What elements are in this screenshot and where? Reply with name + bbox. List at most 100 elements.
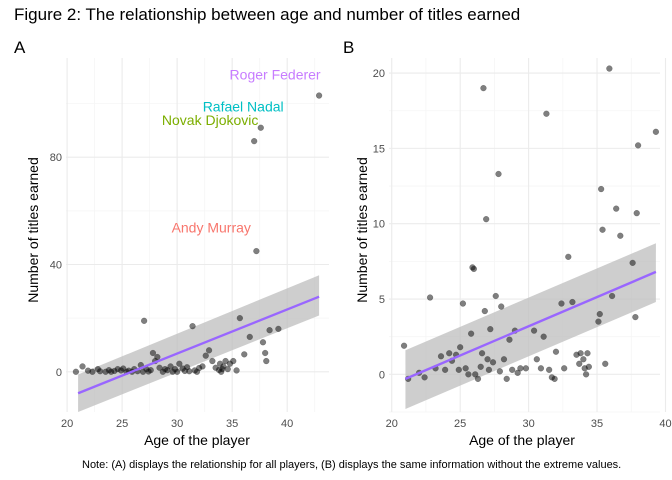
data-point	[246, 333, 253, 341]
data-point	[457, 344, 464, 351]
panel-a-points	[72, 92, 323, 375]
data-point	[597, 185, 605, 193]
y-tick-label: 15	[373, 143, 385, 155]
data-point	[400, 342, 408, 349]
player-label: Novak Djokovic	[162, 112, 258, 128]
data-point	[498, 303, 505, 310]
x-tick-label: 25	[116, 418, 128, 430]
data-point	[189, 323, 196, 330]
data-point	[241, 351, 248, 358]
data-point	[552, 348, 560, 355]
data-point	[506, 336, 513, 343]
y-tick-label: 80	[50, 152, 62, 164]
panel-b-fit-line	[404, 270, 657, 380]
data-point	[617, 232, 624, 239]
y-tick-label: 0	[379, 369, 385, 381]
figure-note: Note: (A) displays the relationship for …	[82, 459, 622, 471]
x-tick-label: 35	[226, 418, 238, 430]
data-point	[474, 375, 482, 383]
data-point	[202, 352, 209, 359]
data-point	[582, 371, 590, 378]
data-point	[496, 368, 504, 375]
data-point	[275, 325, 282, 333]
data-point	[629, 259, 636, 267]
data-point	[522, 365, 530, 372]
confidence-band	[78, 275, 320, 412]
data-point	[441, 366, 449, 373]
data-point	[147, 367, 154, 374]
player-label: Andy Murray	[172, 219, 251, 235]
data-point	[89, 368, 96, 375]
panel-a-tag: A	[14, 38, 26, 57]
data-point	[602, 360, 609, 367]
data-point	[530, 327, 538, 334]
panel-b-y-axis-title: Number of titles earned	[354, 157, 370, 303]
data-point	[537, 365, 545, 372]
data-point	[205, 347, 213, 354]
data-point	[585, 363, 592, 370]
x-tick-label: 20	[61, 418, 73, 430]
data-point	[253, 247, 260, 255]
data-point	[257, 124, 264, 131]
data-point	[209, 357, 216, 365]
data-point	[233, 367, 240, 374]
data-point	[487, 325, 494, 333]
y-tick-label: 40	[50, 260, 62, 272]
data-point	[634, 142, 642, 149]
data-point	[608, 292, 616, 300]
data-point	[263, 357, 270, 365]
data-point	[569, 298, 576, 306]
data-point	[561, 365, 568, 372]
y-tick-label: 0	[56, 367, 62, 379]
data-point	[173, 368, 181, 375]
data-point	[251, 137, 258, 145]
player-label: Roger Federer	[230, 66, 321, 82]
data-point	[467, 330, 475, 337]
y-tick-label: 5	[379, 294, 385, 306]
data-point	[149, 349, 157, 357]
data-point	[477, 363, 484, 370]
data-point	[580, 356, 587, 363]
x-tick-label: 40	[659, 418, 671, 430]
data-point	[509, 366, 516, 373]
data-point	[577, 350, 584, 357]
data-point	[480, 84, 487, 92]
data-point	[596, 310, 603, 318]
panel-b-tick-labels: 20 25 30 35 40 0 5 10 15 20	[373, 68, 672, 430]
data-point	[481, 307, 488, 315]
data-point	[421, 374, 428, 381]
data-point	[584, 350, 591, 357]
y-tick-label: 10	[373, 219, 385, 231]
data-point	[315, 92, 323, 99]
data-point	[154, 353, 161, 361]
data-point	[652, 128, 660, 135]
data-point	[503, 375, 510, 383]
data-point	[236, 314, 244, 322]
data-point	[470, 265, 478, 273]
data-point	[613, 205, 620, 212]
player-label: Rafael Nadal	[203, 99, 284, 115]
data-point	[186, 368, 193, 375]
data-point	[230, 357, 237, 365]
data-point	[551, 375, 558, 383]
data-point	[540, 333, 547, 340]
data-point	[96, 368, 104, 375]
data-point	[199, 363, 206, 370]
data-point	[514, 369, 521, 376]
data-point	[606, 65, 613, 72]
data-point	[576, 360, 583, 367]
data-point	[500, 356, 508, 363]
data-point	[259, 339, 267, 346]
x-tick-label: 20	[386, 418, 398, 430]
panel-b-tag: B	[343, 38, 354, 57]
data-point	[543, 110, 550, 117]
panel-a-fit-line	[77, 295, 320, 395]
panel-b-x-axis-title: Age of the player	[469, 432, 575, 448]
data-point	[483, 216, 490, 223]
panel-b-plot: B 20 25 30 35 40 0 5 10 15 20 Age of the player N…	[343, 38, 672, 448]
data-point	[437, 353, 445, 360]
x-tick-label: 35	[591, 418, 603, 430]
data-point	[455, 366, 462, 373]
fit-line	[404, 270, 657, 380]
